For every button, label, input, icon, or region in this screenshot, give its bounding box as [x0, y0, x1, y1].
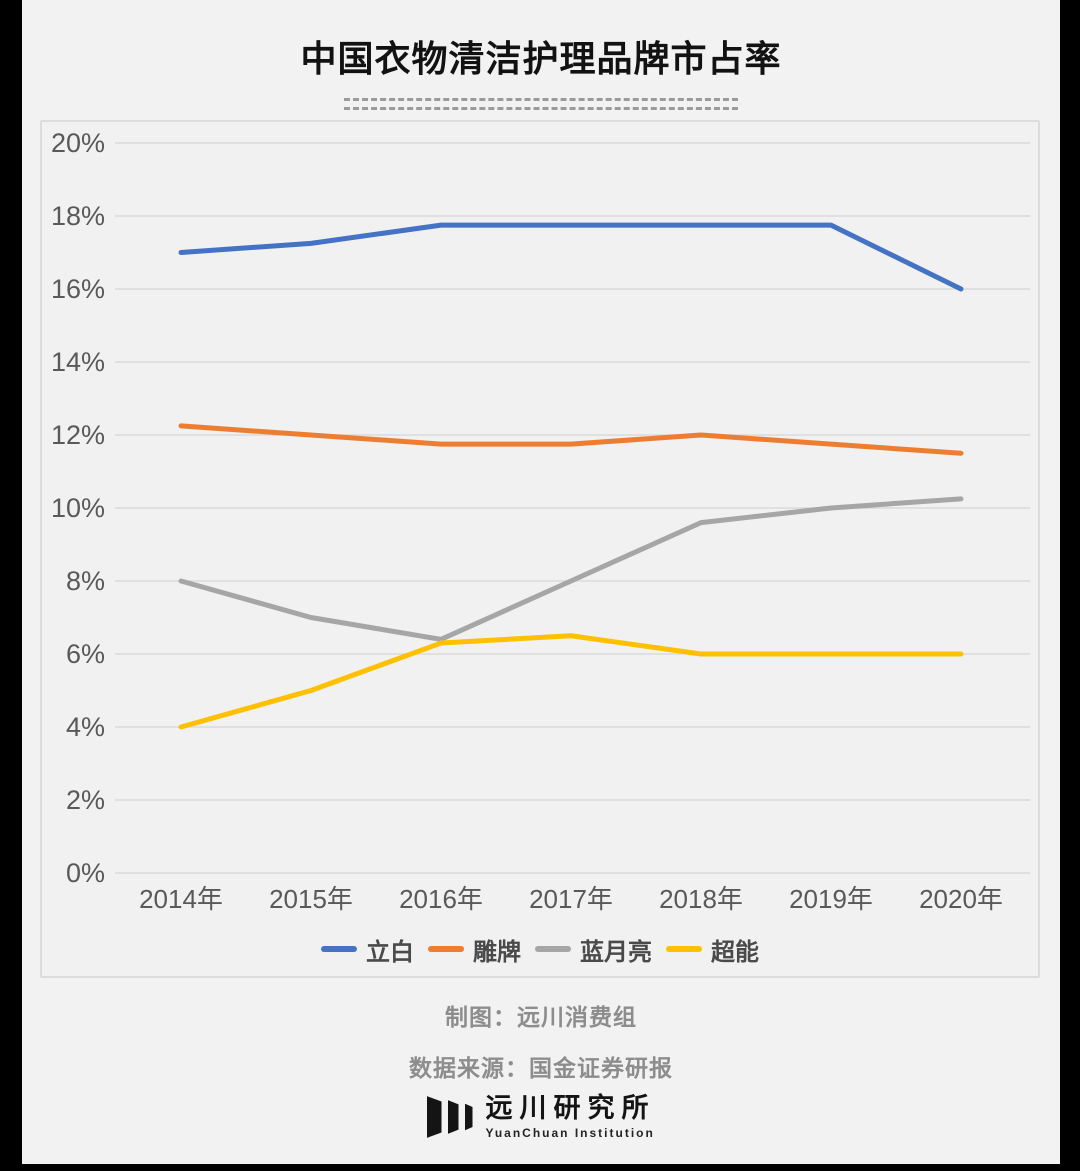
- credit-line: 制图：远川消费组: [445, 1004, 637, 1030]
- footer-divider: [344, 107, 738, 110]
- y-tick-label: 16%: [51, 274, 105, 304]
- legend-marker-icon: [535, 946, 571, 952]
- x-tick-label: 2020年: [919, 884, 1003, 914]
- line-chart: 20% 18% 16% 14% 12% 10% 8% 6% 4% 2% 0% 2014年 2015年 20…: [51, 128, 1030, 914]
- infographic-canvas: 中国衣物清洁护理品牌市占率 20% 18% 16% 14% 12% 10% 8% 6% 4% 2%…: [22, 0, 1060, 1164]
- footer-credits: 制图：远川消费组 数据来源：国金证券研报: [22, 998, 1060, 1100]
- legend-marker-icon: [666, 946, 702, 952]
- y-tick-label: 14%: [51, 347, 105, 377]
- chart-legend: 立白 雕牌 蓝月亮 超能: [42, 932, 1038, 967]
- title-divider: [344, 98, 738, 101]
- series-line-1: [178, 423, 964, 456]
- y-tick-label: 12%: [51, 420, 105, 450]
- legend-item: 雕牌: [428, 932, 521, 967]
- brand-logo: 远川研究所 YuanChuan Institution: [22, 1093, 1060, 1140]
- x-tick-label: 2018年: [659, 884, 743, 914]
- y-tick-label: 18%: [51, 201, 105, 231]
- legend-item: 立白: [321, 932, 414, 967]
- logo-text: 远川研究所 YuanChuan Institution: [485, 1093, 656, 1140]
- chart-card: 20% 18% 16% 14% 12% 10% 8% 6% 4% 2% 0% 2014年 2015年 20…: [40, 120, 1040, 978]
- legend-label: 蓝月亮: [580, 938, 652, 966]
- legend-label: 超能: [711, 938, 759, 966]
- y-tick-label: 0%: [66, 858, 105, 888]
- logo-bar-icon: [464, 1103, 473, 1131]
- y-tick-label: 4%: [66, 712, 105, 742]
- x-tick-label: 2016年: [399, 884, 483, 914]
- legend-item: 蓝月亮: [535, 932, 652, 967]
- chart-title: 中国衣物清洁护理品牌市占率: [300, 38, 782, 79]
- series-line-3: [178, 633, 964, 730]
- y-tick-label: 20%: [51, 128, 105, 158]
- legend-marker-icon: [321, 946, 357, 952]
- x-tick-label: 2017年: [529, 884, 613, 914]
- legend-label: 立白: [366, 938, 414, 966]
- legend-label: 雕牌: [473, 938, 521, 966]
- logo-bar-icon: [447, 1100, 459, 1134]
- logo-name: 远川研究所: [485, 1093, 656, 1124]
- source-line: 数据来源：国金证券研报: [409, 1055, 673, 1081]
- logo-bars-icon: [426, 1094, 473, 1140]
- legend-item: 超能: [666, 932, 759, 967]
- y-tick-label: 8%: [66, 566, 105, 596]
- y-tick-label: 6%: [66, 639, 105, 669]
- y-tick-label: 2%: [66, 785, 105, 815]
- logo-subtitle: YuanChuan Institution: [485, 1125, 655, 1140]
- series-line-0: [178, 222, 964, 292]
- series-line-2: [178, 496, 964, 642]
- y-tick-label: 10%: [51, 493, 105, 523]
- x-tick-label: 2014年: [139, 884, 223, 914]
- x-tick-label: 2015年: [269, 884, 353, 914]
- x-tick-label: 2019年: [789, 884, 873, 914]
- legend-marker-icon: [428, 946, 464, 952]
- logo-bar-icon: [426, 1096, 442, 1138]
